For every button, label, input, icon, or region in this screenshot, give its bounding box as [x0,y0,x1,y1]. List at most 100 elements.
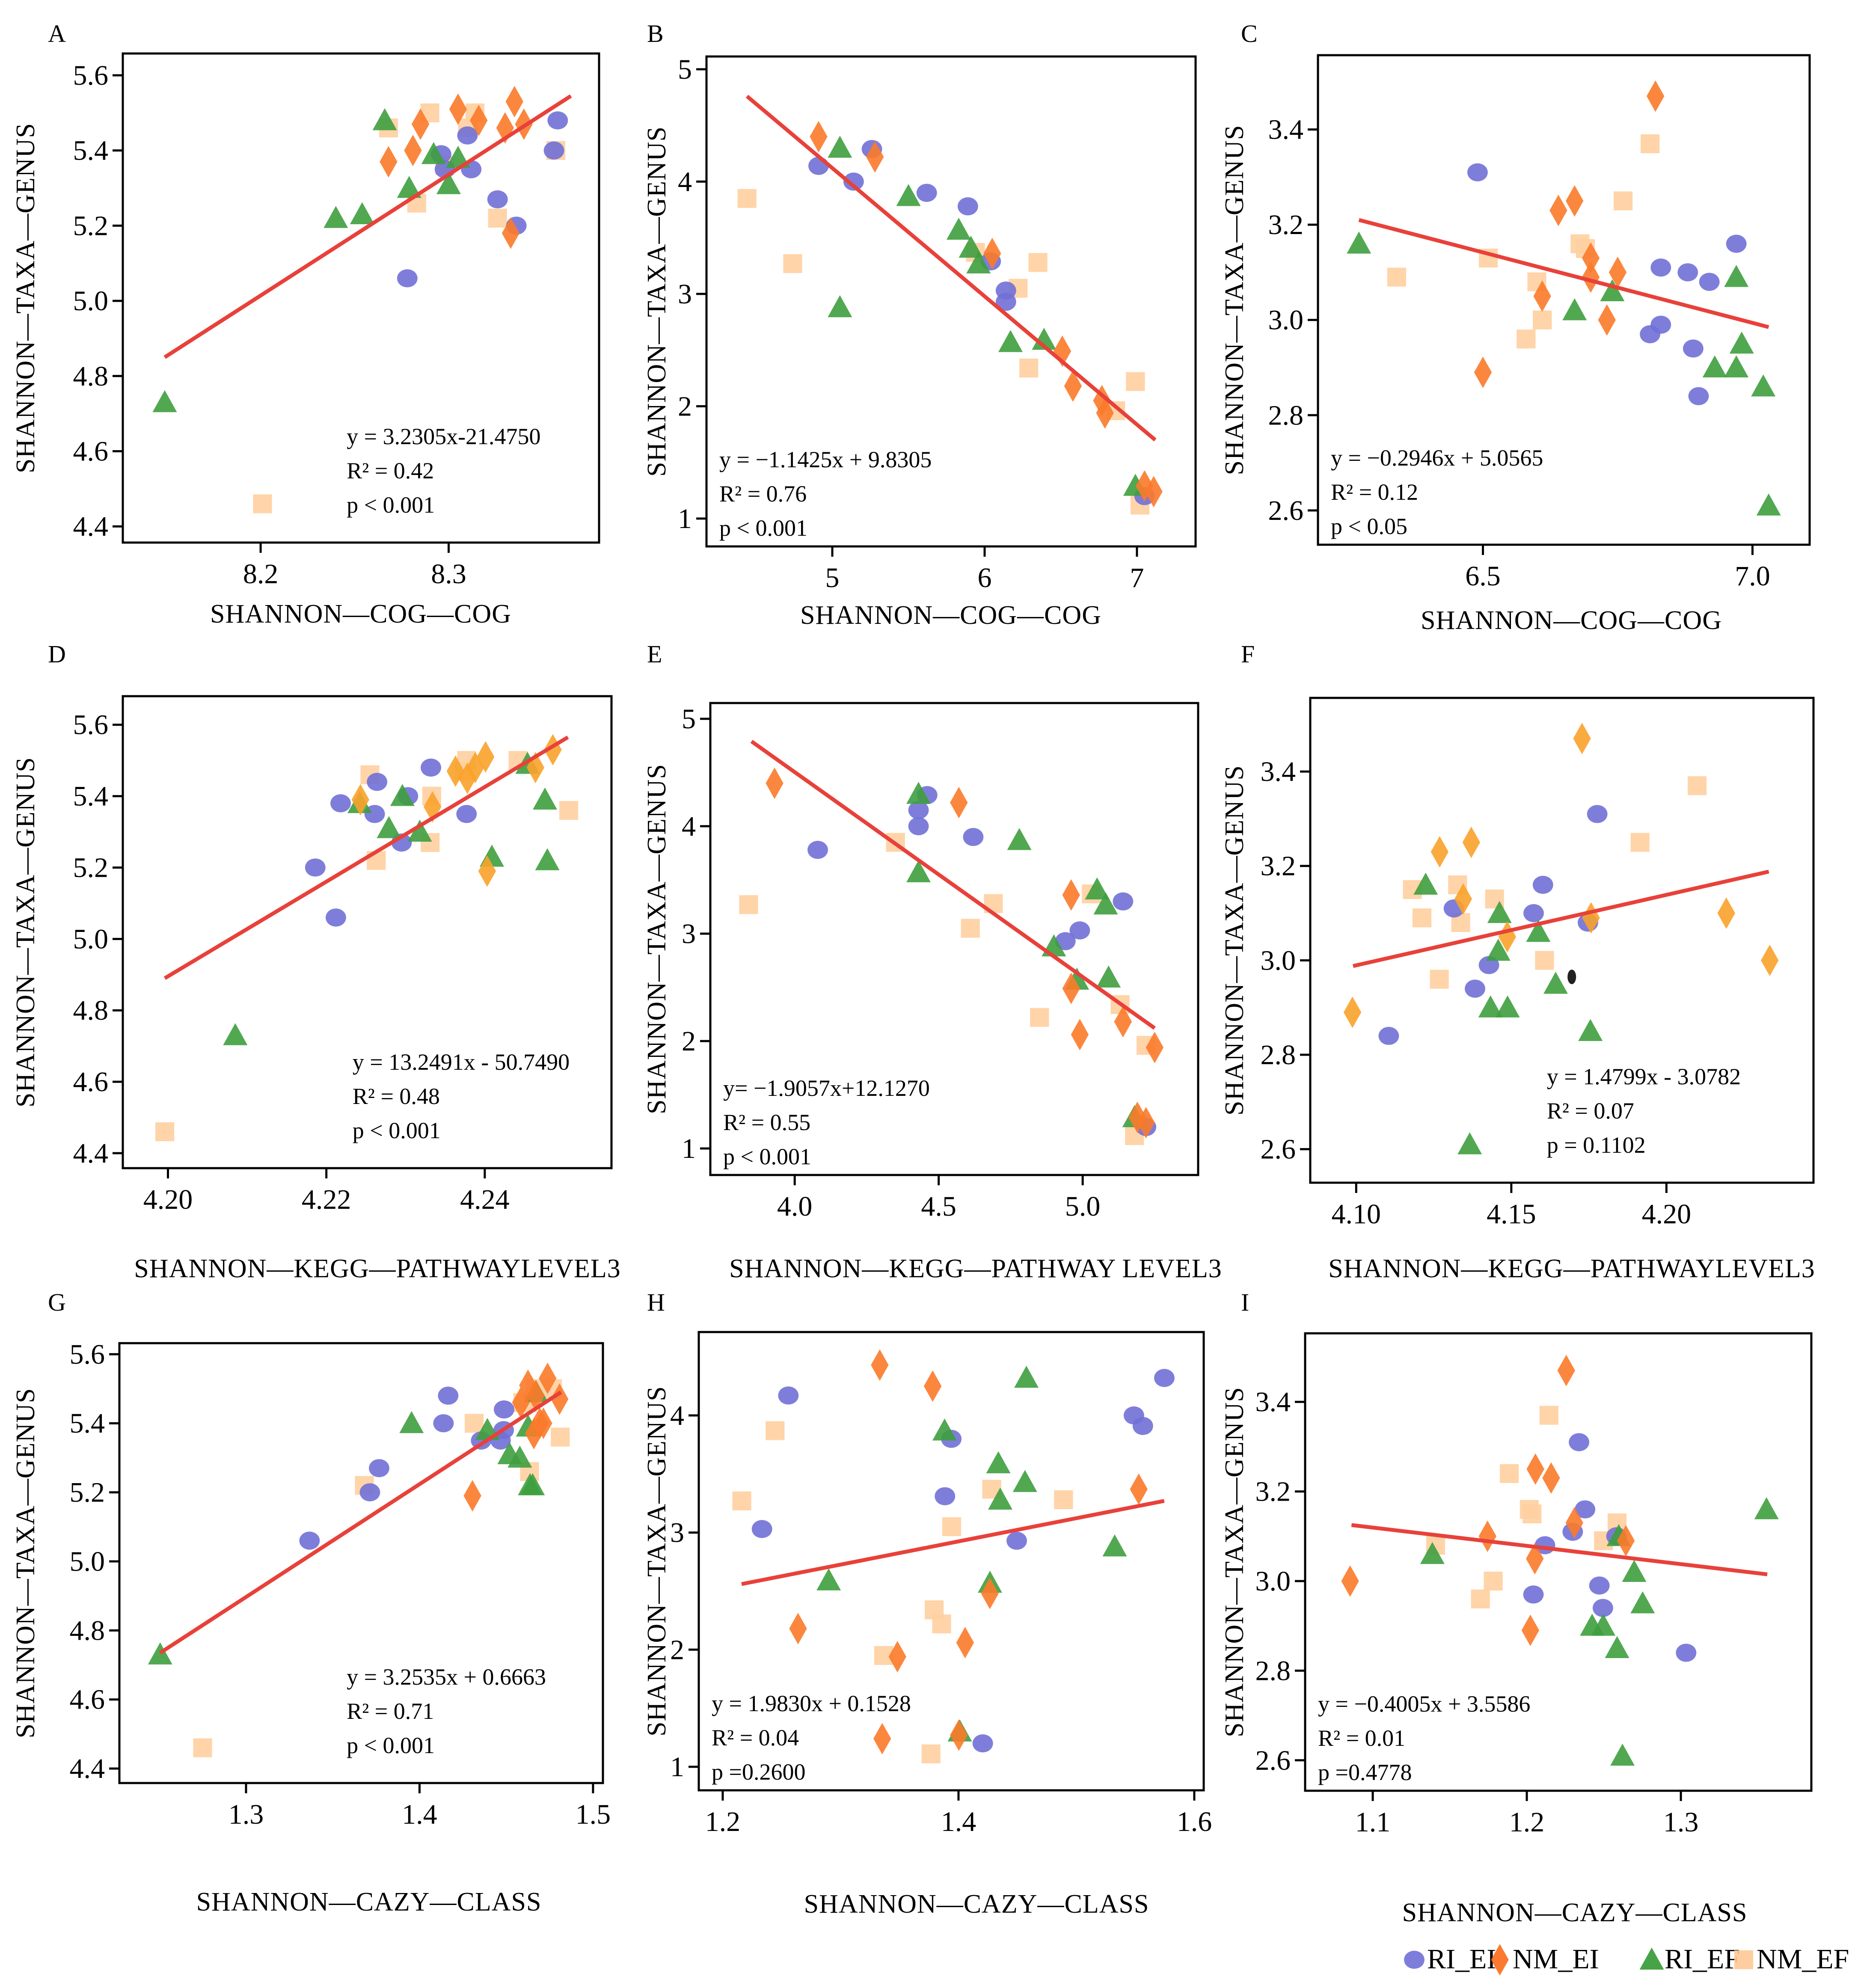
data-point [1565,185,1584,217]
data-point [1413,872,1438,895]
annotation-equation: y = 3.2305x-21.4750 [347,424,540,449]
data-point [305,858,326,877]
data-point [1132,1417,1153,1435]
y-tick-label: 5.0 [73,285,109,317]
data-point [1614,191,1633,211]
data-point [988,1487,1012,1510]
data-point [1676,1644,1697,1662]
y-axis-title: SHANNON—TAXA—GENUS [1220,1387,1249,1737]
series-nm-ef [1403,776,1707,989]
y-tick-label: 4.8 [70,1615,105,1646]
data-point [1487,901,1512,923]
data-point [1650,315,1671,334]
data-point [1343,996,1362,1028]
series-ri-ef [828,136,1148,496]
data-point [1071,1019,1089,1050]
data-point [1617,1525,1635,1557]
data-point [397,269,418,288]
data-point [1478,995,1503,1018]
plot-frame [1309,697,1815,1184]
data-point [330,794,351,813]
data-point [193,1738,212,1757]
panel-c: C 2.6 2.8 3.0 3.2 3.4 6.5 7.0 SHANNON—COG—COG SHA… [1220,20,1811,635]
regression-line [159,1390,562,1655]
data-point [783,254,802,273]
series-ri-ei [299,1386,514,1550]
data-point [1130,1473,1148,1505]
y-tick-label: 3.2 [1268,209,1304,240]
data-point [843,172,864,191]
data-point [445,145,470,168]
regression-line [750,739,1156,1030]
data-point [1014,1365,1039,1388]
data-point [369,1459,389,1478]
x-axis-title: SHANNON—KEGG—PATHWAY LEVEL3 [729,1254,1222,1283]
data-point [1030,1008,1049,1027]
legend-item-nm-ei: NM_EI [1491,1943,1599,1976]
y-tick-label: 5 [678,54,692,85]
data-point [423,791,442,823]
data-point [935,1487,956,1505]
data-point [983,237,1001,270]
data-point [766,1421,785,1440]
data-point [421,758,441,777]
data-point [520,1473,545,1495]
annotation-equation: y = −0.2946x + 5.0565 [1331,445,1543,471]
y-tick-label: 5.2 [73,210,109,241]
y-tick-label: 3.2 [1261,851,1296,882]
plot-frame [1304,1332,1813,1792]
data-point [808,157,829,175]
data-point [351,784,369,816]
data-point [1114,1006,1132,1038]
regression-line [1351,1523,1768,1576]
legend: RI_EI NM_EI RI_EF NM_EF [1404,1943,1849,1976]
y-tick-label: 5.6 [70,1339,105,1370]
x-tick-label: 8.3 [431,558,466,590]
data-point [828,136,852,158]
panel-letter: F [1241,640,1255,668]
series-nm-ei [789,1349,1148,1755]
y-tick-label: 5.4 [73,135,109,166]
y-axis-title: SHANNON—TAXA—GENUS [642,764,671,1114]
triangle-marker-icon [1639,1947,1664,1970]
x-axis-title: SHANNON—CAZY—CLASS [196,1887,542,1917]
data-point [1454,883,1472,915]
x-tick-label: 4.15 [1487,1199,1536,1230]
data-point [1465,979,1485,998]
data-point [1724,355,1749,378]
series-nm-ei [766,767,1164,1139]
x-axis-title: SHANNON—COG—COG [1421,606,1722,635]
y-tick-label: 5.4 [70,1408,105,1439]
data-point [1533,280,1551,312]
data-point [533,787,558,810]
data-point [1754,1497,1779,1519]
data-point [1113,892,1134,911]
data-point [1471,1589,1490,1608]
x-tick-label: 4.0 [777,1191,813,1222]
data-point [493,1400,514,1419]
data-point [916,184,937,202]
data-point [502,217,520,249]
data-point [550,1383,569,1415]
x-tick-label: 1.3 [1663,1807,1699,1838]
y-tick-label: 3.0 [1255,1566,1291,1597]
data-point [1032,328,1057,350]
data-point [1688,776,1707,795]
data-point [1543,972,1568,994]
y-tick-label: 5.6 [73,709,109,741]
plot-frame [122,52,600,544]
data-point [1677,263,1698,282]
y-tick-label: 4 [670,1400,684,1431]
regression-line [163,736,569,980]
data-point [1523,1504,1542,1524]
legend-item-ri-ei: RI_EI [1404,1943,1496,1975]
data-point [377,816,401,838]
x-tick-label: 4.20 [143,1184,193,1215]
data-point [1573,723,1591,754]
data-point [732,1491,751,1510]
annotation-r2: R² = 0.71 [347,1698,434,1724]
x-tick-label: 4.24 [460,1184,510,1215]
y-tick-label: 5.0 [73,923,109,955]
y-tick-label: 5.2 [70,1477,105,1508]
series-nm-ei [351,734,562,887]
